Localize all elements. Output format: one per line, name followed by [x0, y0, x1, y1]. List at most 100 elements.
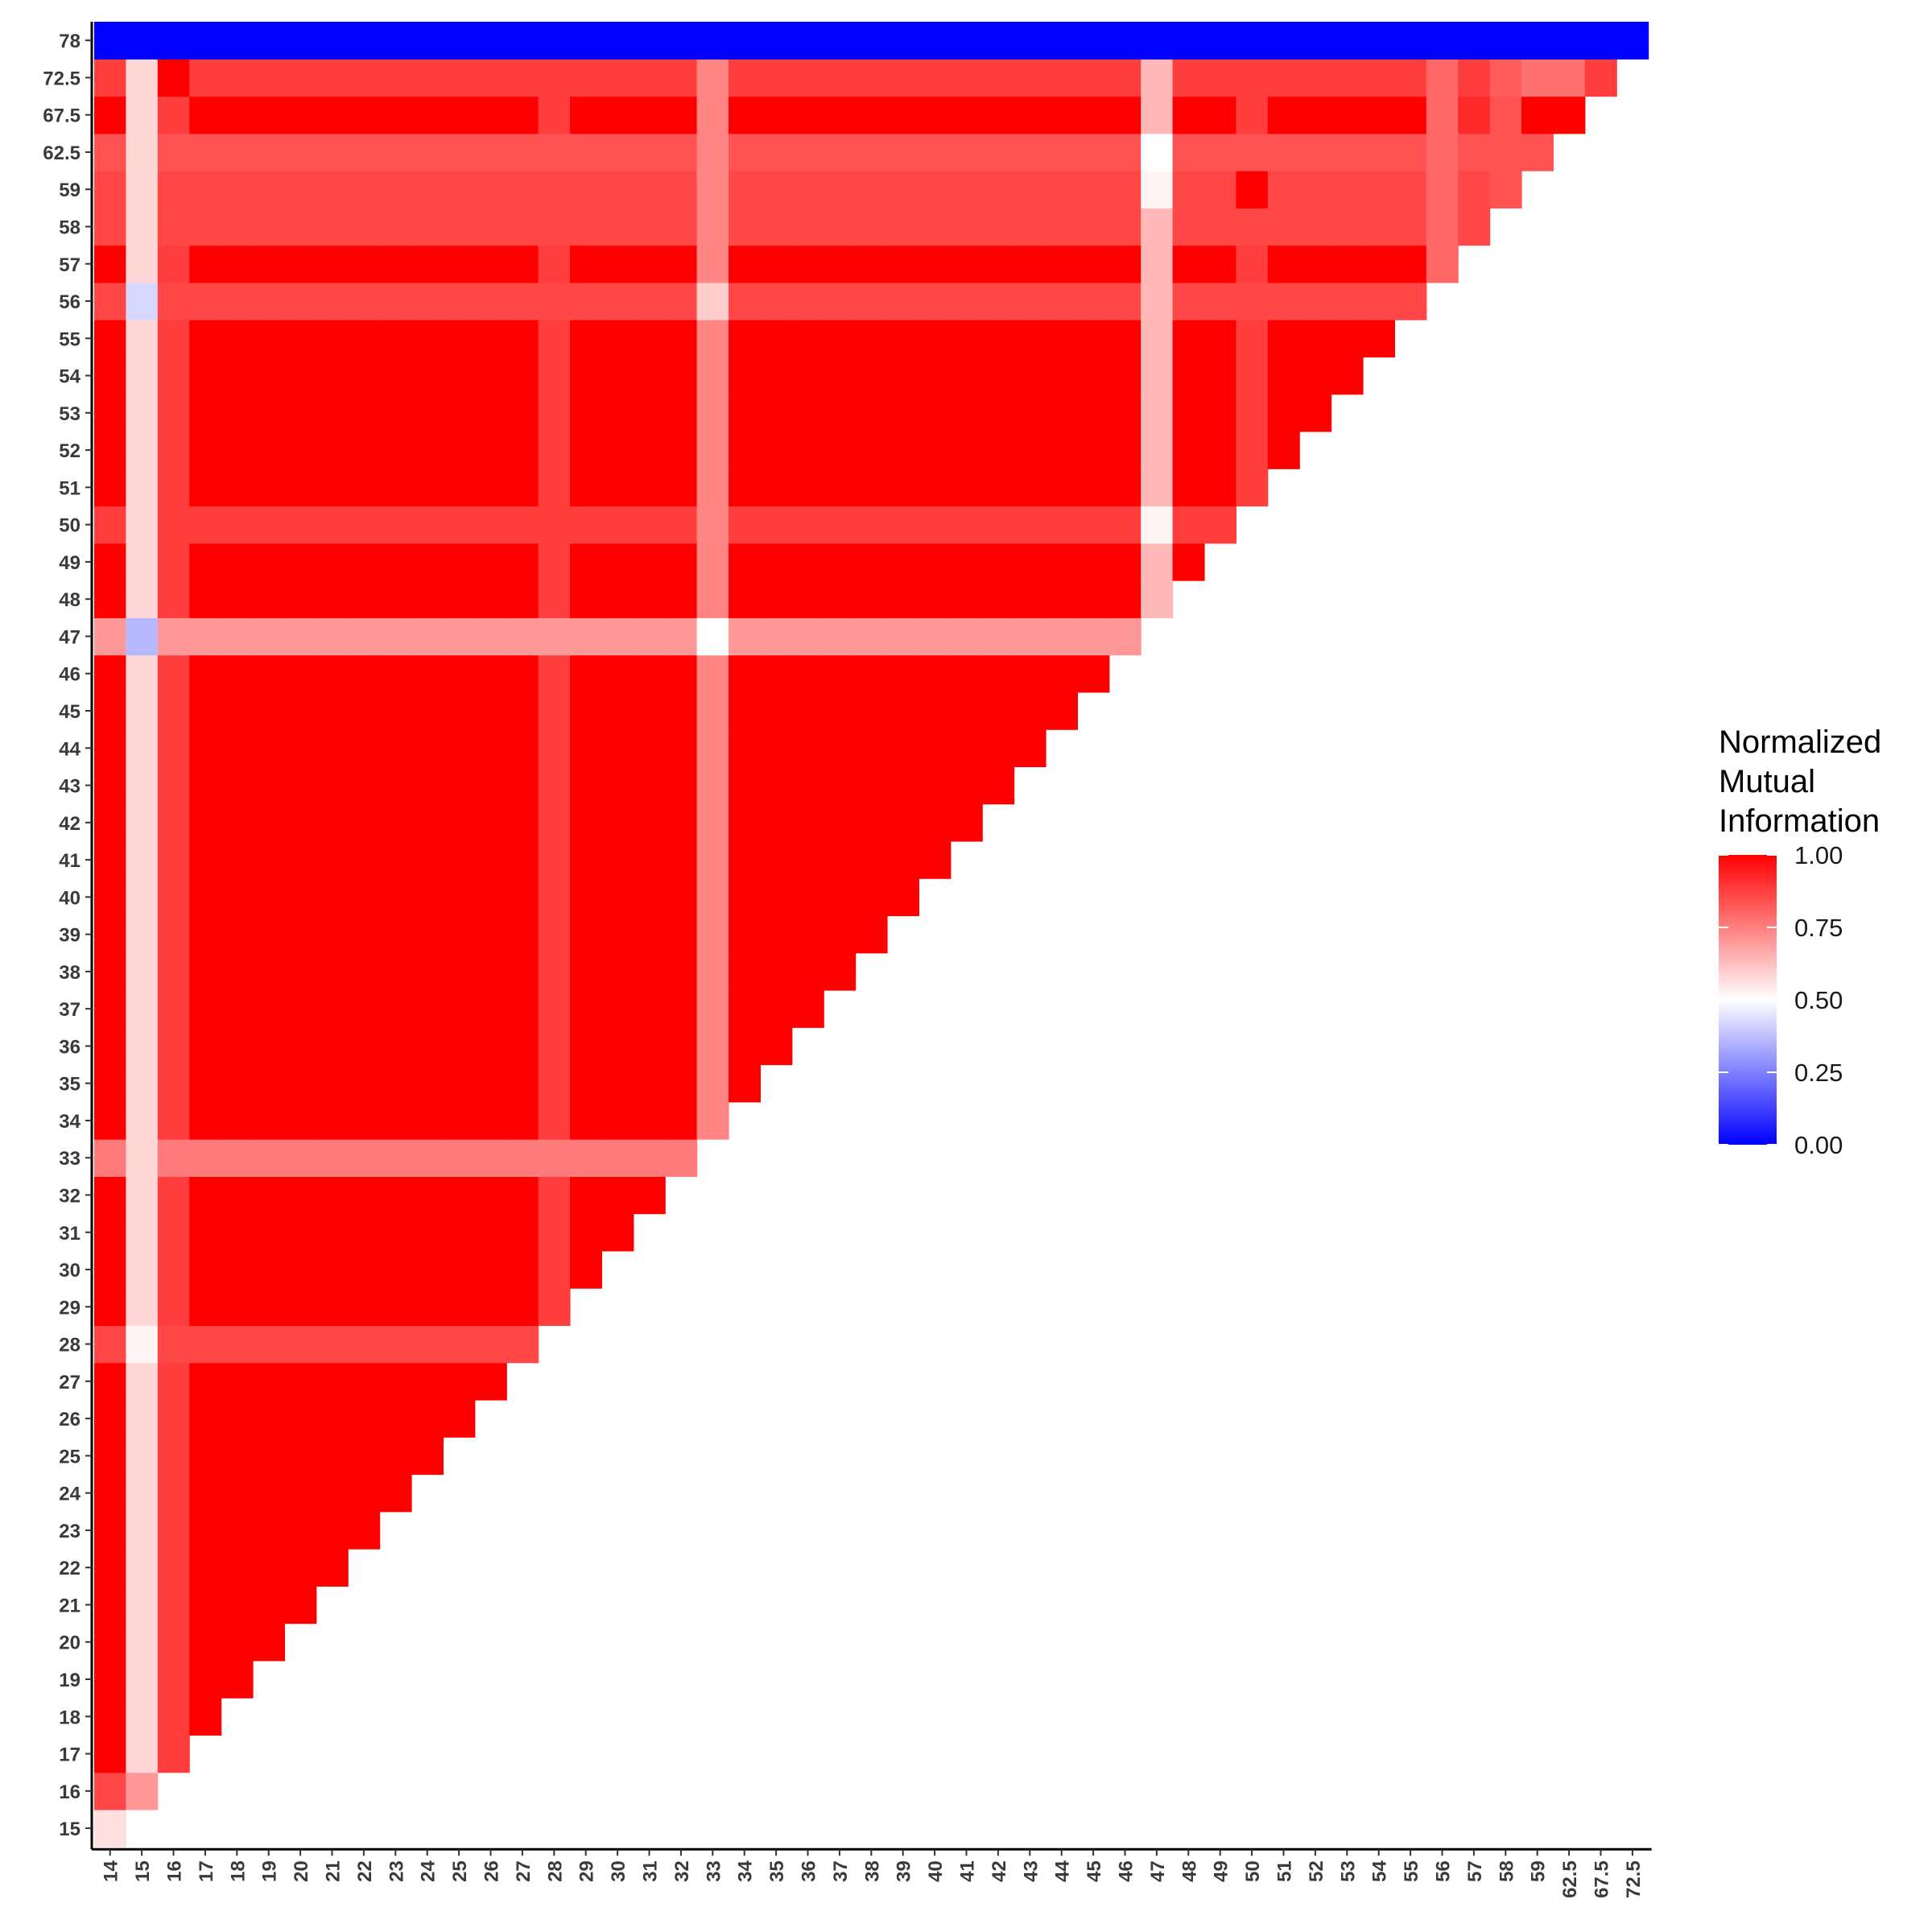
heatmap-cell [379, 1288, 412, 1327]
heatmap-cell [316, 22, 349, 60]
heatmap-cell [126, 1437, 159, 1476]
heatmap-cell [570, 952, 602, 991]
heatmap-cell [506, 506, 539, 544]
heatmap-cell [443, 543, 476, 581]
heatmap-cell [919, 803, 952, 842]
heatmap-cell [221, 208, 254, 246]
heatmap-cell [950, 654, 983, 693]
x-tick-label: 52 [1306, 1860, 1327, 1882]
heatmap-cell [760, 133, 793, 171]
heatmap-cell [855, 282, 888, 320]
heatmap-cell [1553, 22, 1586, 60]
heatmap-cell [696, 580, 729, 618]
heatmap-cell [316, 840, 349, 879]
heatmap-cell [887, 431, 919, 469]
heatmap-cell [474, 469, 507, 507]
heatmap-cell [284, 171, 317, 208]
heatmap-cell [284, 915, 317, 954]
heatmap-cell [126, 803, 159, 842]
heatmap-cell [348, 766, 381, 805]
heatmap-cell [253, 357, 285, 395]
heatmap-cell [157, 506, 190, 544]
x-tick-label: 56 [1433, 1860, 1455, 1882]
heatmap-cell [94, 1213, 126, 1252]
heatmap-cell [1013, 59, 1046, 97]
heatmap-cell [538, 96, 571, 134]
heatmap-cell [887, 729, 919, 767]
heatmap-cell [729, 691, 761, 730]
x-tick-label: 38 [861, 1860, 883, 1882]
heatmap-cell [189, 394, 222, 432]
heatmap-cell [538, 133, 571, 171]
heatmap-cell [284, 357, 317, 395]
heatmap-cell [824, 208, 857, 246]
heatmap-cell [189, 1549, 222, 1587]
heatmap-cell [443, 394, 476, 432]
heatmap-cell [157, 1362, 190, 1401]
heatmap-cell [760, 394, 793, 432]
heatmap-cell [94, 1809, 126, 1847]
heatmap-cell [316, 1437, 349, 1476]
heatmap-cell [94, 1176, 126, 1215]
heatmap-cell [1236, 208, 1269, 246]
heatmap-cell [1363, 133, 1395, 171]
heatmap-cell [379, 580, 412, 618]
heatmap-cell [157, 654, 190, 693]
heatmap-cell [760, 506, 793, 544]
x-tick-label: 43 [1020, 1860, 1042, 1882]
heatmap-cell [221, 840, 254, 879]
heatmap-cell [824, 245, 857, 283]
heatmap-cell [253, 580, 285, 618]
heatmap-cell [94, 1660, 126, 1699]
heatmap-cell [1141, 431, 1174, 469]
x-tick-label: 21 [323, 1860, 345, 1882]
heatmap-cell [253, 394, 285, 432]
heatmap-cell [284, 617, 317, 656]
legend-tick-label: 0.75 [1794, 914, 1843, 942]
heatmap-cell [1046, 431, 1078, 469]
heatmap-cell [570, 22, 602, 60]
heatmap-cell [1267, 171, 1300, 208]
heatmap-cell [887, 59, 919, 97]
heatmap-cell [633, 691, 666, 730]
y-tick-label: 27 [59, 1372, 80, 1393]
heatmap-cell [1331, 245, 1364, 283]
heatmap-cell [443, 1250, 476, 1289]
heatmap-cell [570, 840, 602, 879]
heatmap-cell [982, 729, 1015, 767]
heatmap-cell [1013, 654, 1046, 693]
heatmap-cell [665, 245, 698, 283]
heatmap-cell [316, 431, 349, 469]
heatmap-cell [538, 1101, 571, 1140]
heatmap-cell [538, 245, 571, 283]
heatmap-cell [633, 320, 666, 358]
heatmap-cell [855, 59, 888, 97]
x-tick-label: 39 [894, 1860, 915, 1882]
heatmap-cell [633, 171, 666, 208]
heatmap-cell [1394, 22, 1427, 60]
heatmap-cell [316, 1511, 349, 1550]
y-tick-label: 33 [59, 1148, 80, 1170]
heatmap-cell [221, 320, 254, 358]
heatmap-cell [1584, 22, 1617, 60]
heatmap-cell [348, 96, 381, 134]
heatmap-cell [601, 59, 634, 97]
heatmap-cell [157, 1101, 190, 1140]
heatmap-cell [189, 803, 222, 842]
heatmap-cell [157, 133, 190, 171]
heatmap-cell [791, 394, 824, 432]
heatmap-cell [189, 617, 222, 656]
heatmap-cell [950, 543, 983, 581]
heatmap-cell [791, 617, 824, 656]
heatmap-cell [982, 766, 1015, 805]
heatmap-cell [633, 580, 666, 618]
heatmap-cell [221, 59, 254, 97]
heatmap-cell [887, 803, 919, 842]
heatmap-cell [538, 1027, 571, 1066]
heatmap-cell [855, 766, 888, 805]
x-tick-label: 55 [1401, 1860, 1422, 1882]
heatmap-cell [221, 1027, 254, 1066]
y-tick-label: 31 [59, 1223, 80, 1245]
heatmap-cell [919, 171, 952, 208]
heatmap-cell [506, 1250, 539, 1289]
